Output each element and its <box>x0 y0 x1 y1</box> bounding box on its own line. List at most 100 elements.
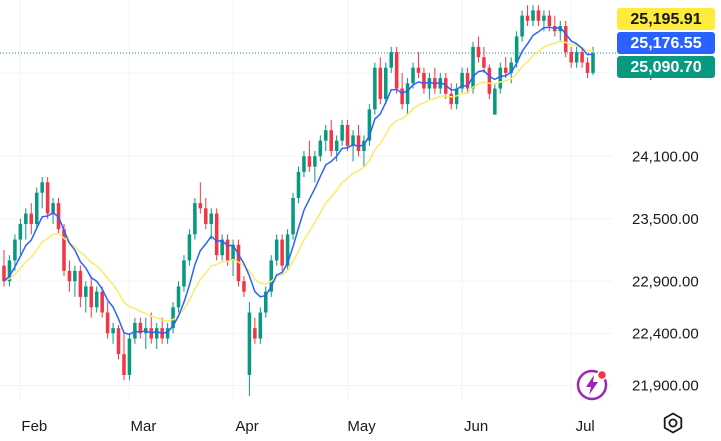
candle-body <box>449 93 453 105</box>
candle <box>29 203 34 235</box>
candle-body <box>2 265 6 282</box>
candle-body <box>318 140 323 157</box>
candle <box>247 302 252 396</box>
x-tick-label: Apr <box>235 418 258 435</box>
x-tick-label: Jul <box>576 418 595 435</box>
candle <box>345 119 350 152</box>
candle-body <box>438 78 443 89</box>
price-badge-bg <box>617 8 715 30</box>
y-tick-label: 24,100.00 <box>632 148 699 165</box>
candle <box>351 130 355 162</box>
candle <box>367 104 372 146</box>
candle <box>302 151 306 178</box>
candle-body <box>225 239 230 261</box>
price-badge-label: 25,195.91 <box>630 11 701 28</box>
candle-body <box>536 10 541 21</box>
candle-body <box>24 213 28 224</box>
candle-body <box>471 46 475 89</box>
x-tick-label: Mar <box>131 418 157 435</box>
candle-body <box>542 15 546 21</box>
candle <box>13 234 17 271</box>
candle-body <box>334 140 339 152</box>
candle <box>536 5 541 27</box>
candle-body <box>405 83 410 105</box>
candle <box>476 36 481 63</box>
candle-body <box>198 203 203 209</box>
candle-body <box>13 239 17 261</box>
candle-body <box>362 140 366 152</box>
candle <box>569 46 573 68</box>
candle-body <box>503 67 508 73</box>
candle <box>138 317 143 339</box>
candle-body <box>171 307 175 329</box>
candle-body <box>296 171 301 198</box>
candle <box>585 57 590 79</box>
candle-body <box>427 78 432 89</box>
candle-body <box>78 270 83 297</box>
y-tick-label: 23,500.00 <box>632 211 699 228</box>
candle-body <box>247 312 252 375</box>
candle-body <box>389 52 393 68</box>
candle <box>116 325 121 360</box>
candle-body <box>367 109 372 141</box>
candle <box>193 197 197 240</box>
candle <box>498 62 503 94</box>
candle-body <box>373 67 377 110</box>
candle <box>482 46 486 73</box>
candle-body <box>394 52 399 89</box>
candle-body <box>345 125 350 146</box>
candle <box>18 218 23 256</box>
candle-body <box>214 213 219 256</box>
candle <box>373 62 377 115</box>
candle <box>84 281 88 313</box>
candle-body <box>253 328 257 339</box>
candle-body <box>94 291 99 308</box>
candle <box>493 83 497 115</box>
candle <box>73 265 77 297</box>
y-tick-label: 22,400.00 <box>632 325 699 342</box>
candle <box>253 317 257 344</box>
candle-body <box>509 62 513 73</box>
candle-body <box>383 67 388 99</box>
candle-body <box>574 52 579 63</box>
candle-body <box>460 72 464 89</box>
candle <box>144 317 148 349</box>
candle-body <box>236 244 241 282</box>
candle <box>269 255 274 297</box>
candle <box>67 260 72 292</box>
candle <box>214 208 219 261</box>
candle-body <box>111 328 115 334</box>
candle <box>165 322 170 344</box>
candle <box>323 125 328 152</box>
chart-grid <box>0 0 612 400</box>
x-tick-label: May <box>347 418 376 435</box>
price-badge: 25,176.55 <box>617 32 715 54</box>
x-axis: Feb Mar Apr May Jun Jul <box>21 418 594 435</box>
candle-body <box>487 67 492 94</box>
candle-body <box>40 182 44 193</box>
candle <box>236 239 241 287</box>
candle <box>318 135 323 162</box>
candle-body <box>291 197 295 235</box>
candle <box>264 286 268 318</box>
candle-body <box>242 281 246 292</box>
candle <box>487 64 492 99</box>
candle <box>553 15 557 37</box>
candle-body <box>165 328 170 339</box>
candle-body <box>45 182 50 214</box>
gear-hexagon-icon[interactable] <box>659 409 687 437</box>
candle <box>105 302 110 339</box>
candle <box>438 72 443 94</box>
candle-body <box>62 229 66 271</box>
candle <box>362 135 366 167</box>
candle <box>127 333 132 381</box>
price-badge-label: 25,176.55 <box>630 35 701 52</box>
candle <box>78 265 83 308</box>
lightning-badge-icon[interactable] <box>575 368 609 402</box>
candle-body <box>127 338 132 375</box>
candle-body <box>498 67 503 89</box>
candle-body <box>133 322 137 339</box>
candle <box>258 307 263 344</box>
candle <box>394 46 399 94</box>
